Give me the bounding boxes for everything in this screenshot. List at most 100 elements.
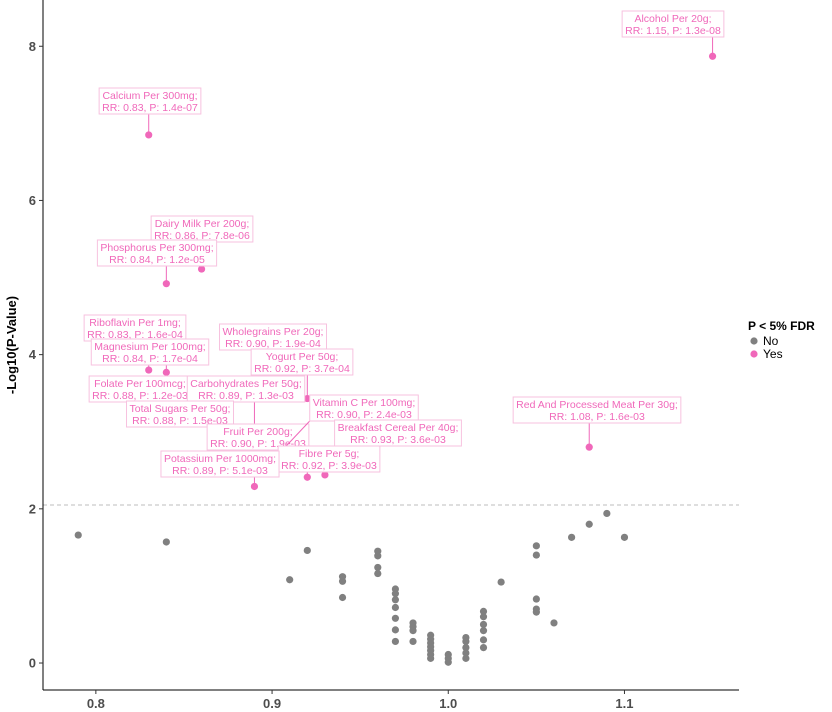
annotation-label-line2: RR: 0.92, P: 3.7e-04: [254, 363, 350, 375]
annotation-box: [621, 10, 725, 38]
point-annotation: Alcohol Per 20g;RR: 1.15, P: 1.3e-08: [621, 10, 725, 38]
point-not-significant: [391, 626, 400, 634]
annotation-label-line2: RR: 0.84, P: 1.7e-04: [102, 353, 198, 365]
annotation-box: [90, 338, 210, 366]
point-annotation: Dairy Milk Per 200g;RR: 0.86, P: 7.8e-06: [150, 215, 254, 243]
annotation-label-line1: Calcium Per 300mg;: [102, 90, 197, 102]
point-not-significant: [497, 578, 505, 586]
point-not-significant: [603, 509, 611, 518]
x-tick-label: 1.1: [615, 696, 633, 711]
point-significant: [708, 52, 717, 60]
point-annotation: Total Sugars Per 50g;RR: 0.88, P: 1.5e-0…: [126, 400, 234, 428]
point-not-significant: [391, 590, 400, 598]
annotation-box: [83, 314, 187, 342]
y-tick-label: 0: [29, 656, 36, 671]
point-not-significant: [479, 607, 488, 615]
point-not-significant: [444, 658, 452, 666]
annotation-label-line2: RR: 0.92, P: 3.9e-03: [281, 460, 377, 472]
legend-label: No: [763, 334, 779, 348]
annotation-label-line2: RR: 0.90, P: 2.4e-03: [316, 409, 412, 421]
point-not-significant: [532, 608, 540, 616]
point-not-significant: [550, 619, 558, 627]
annotation-label-line1: Alcohol Per 20g;: [634, 13, 711, 25]
annotation-box: [98, 87, 202, 115]
annotation-label-line1: Total Sugars Per 50g;: [130, 403, 231, 415]
point-not-significant: [585, 520, 593, 528]
annotation-box: [250, 348, 354, 376]
annotation-box: [150, 215, 254, 243]
point-annotation: Fruit Per 200g;RR: 0.90, P: 1.9e-03: [206, 423, 310, 451]
annotation-label-line2: RR: 0.83, P: 1.6e-04: [87, 329, 183, 341]
point-annotation: Carbohydrates Per 50g;RR: 0.89, P: 1.3e-…: [186, 375, 306, 403]
annotation-box: [160, 450, 280, 478]
annotation-label-line1: Magnesium Per 100mg;: [94, 341, 205, 353]
annotation-label-line1: Wholegrains Per 20g;: [223, 326, 324, 338]
annotation-label-line2: RR: 0.90, P: 1.9e-04: [225, 338, 321, 350]
point-not-significant: [391, 596, 400, 604]
annotation-label-line1: Fruit Per 200g;: [223, 426, 292, 438]
point-not-significant: [462, 643, 470, 652]
point-not-significant: [391, 603, 400, 612]
point-not-significant: [479, 643, 488, 652]
point-not-significant: [286, 576, 294, 584]
annotation-label-line1: Fibre Per 5g;: [299, 448, 360, 460]
point-not-significant: [479, 613, 488, 621]
annotation-label-line1: Folate Per 100mcg;: [94, 378, 186, 390]
point-not-significant: [532, 542, 540, 550]
point-not-significant: [427, 654, 435, 662]
annotation-label-line1: Riboflavin Per 1mg;: [89, 317, 181, 329]
y-tick-label: 8: [29, 39, 36, 54]
annotation-box: [96, 239, 218, 267]
annotation-label-line2: RR: 0.88, P: 1.2e-03: [92, 390, 188, 402]
point-annotation: Yogurt Per 50g;RR: 0.92, P: 3.7e-04: [250, 348, 354, 376]
legend-label: Yes: [763, 347, 783, 361]
annotation-label-line1: Phosphorus Per 300mg;: [100, 242, 213, 254]
point-not-significant: [532, 551, 540, 559]
point-not-significant: [338, 593, 347, 602]
annotation-label-line2: RR: 0.89, P: 1.3e-03: [198, 390, 294, 402]
point-annotation: Wholegrains Per 20g;RR: 0.90, P: 1.9e-04: [219, 323, 327, 351]
y-axis-title: -Log10(P-Value): [4, 296, 19, 394]
y-tick-label: 6: [29, 193, 36, 208]
point-not-significant: [374, 569, 382, 578]
annotation-label-line1: Dairy Milk Per 200g;: [155, 218, 250, 230]
point-not-significant: [374, 563, 382, 572]
point-annotation: Red And Processed Meat Per 30g;RR: 1.08,…: [512, 396, 682, 424]
point-not-significant: [391, 614, 400, 622]
legend-swatch: [750, 337, 758, 345]
x-tick-label: 0.8: [87, 696, 105, 711]
point-not-significant: [568, 533, 576, 541]
point-annotation: Breakfast Cereal Per 40g;RR: 0.93, P: 3.…: [334, 419, 462, 447]
point-not-significant: [338, 577, 347, 585]
annotation-label-line1: Potassium Per 1000mg;: [164, 453, 276, 465]
point-not-significant: [479, 636, 488, 644]
point-annotation: Calcium Per 300mg;RR: 0.83, P: 1.4e-07: [98, 87, 202, 115]
annotation-label-line2: RR: 0.89, P: 5.1e-03: [172, 465, 268, 477]
annotation-label-line1: Breakfast Cereal Per 40g;: [338, 422, 459, 434]
annotation-label-line2: RR: 0.86, P: 7.8e-06: [154, 230, 250, 242]
point-not-significant: [462, 649, 470, 657]
point-not-significant: [162, 538, 170, 546]
point-not-significant: [374, 552, 382, 560]
annotations: Alcohol Per 20g;RR: 1.15, P: 1.3e-08 Calc…: [83, 10, 725, 487]
axes: 0.8 0.9 1.0 1.1 0 2 4 6 8 -Log10(P-Value): [4, 0, 739, 711]
legend-swatch: [750, 350, 758, 358]
point-not-significant: [532, 595, 540, 603]
point-annotation: Potassium Per 1000mg;RR: 0.89, P: 5.1e-0…: [160, 450, 280, 478]
legend-title: P < 5% FDR: [748, 319, 815, 333]
annotation-label-line2: RR: 0.88, P: 1.5e-03: [132, 415, 228, 427]
point-not-significant: [74, 531, 82, 539]
annotation-label-line1: Carbohydrates Per 50g;: [190, 378, 301, 390]
point-not-significant: [391, 637, 400, 646]
plot-area: [43, 52, 739, 666]
x-tick-label: 1.0: [439, 696, 457, 711]
point-not-significant: [620, 533, 629, 541]
point-not-significant: [479, 627, 488, 635]
annotation-label-line2: RR: 0.83, P: 1.4e-07: [102, 102, 198, 114]
annotation-box: [334, 419, 462, 447]
point-not-significant: [409, 637, 417, 646]
annotation-box: [277, 445, 381, 473]
y-tick-label: 2: [29, 501, 36, 516]
point-not-significant: [303, 546, 311, 555]
